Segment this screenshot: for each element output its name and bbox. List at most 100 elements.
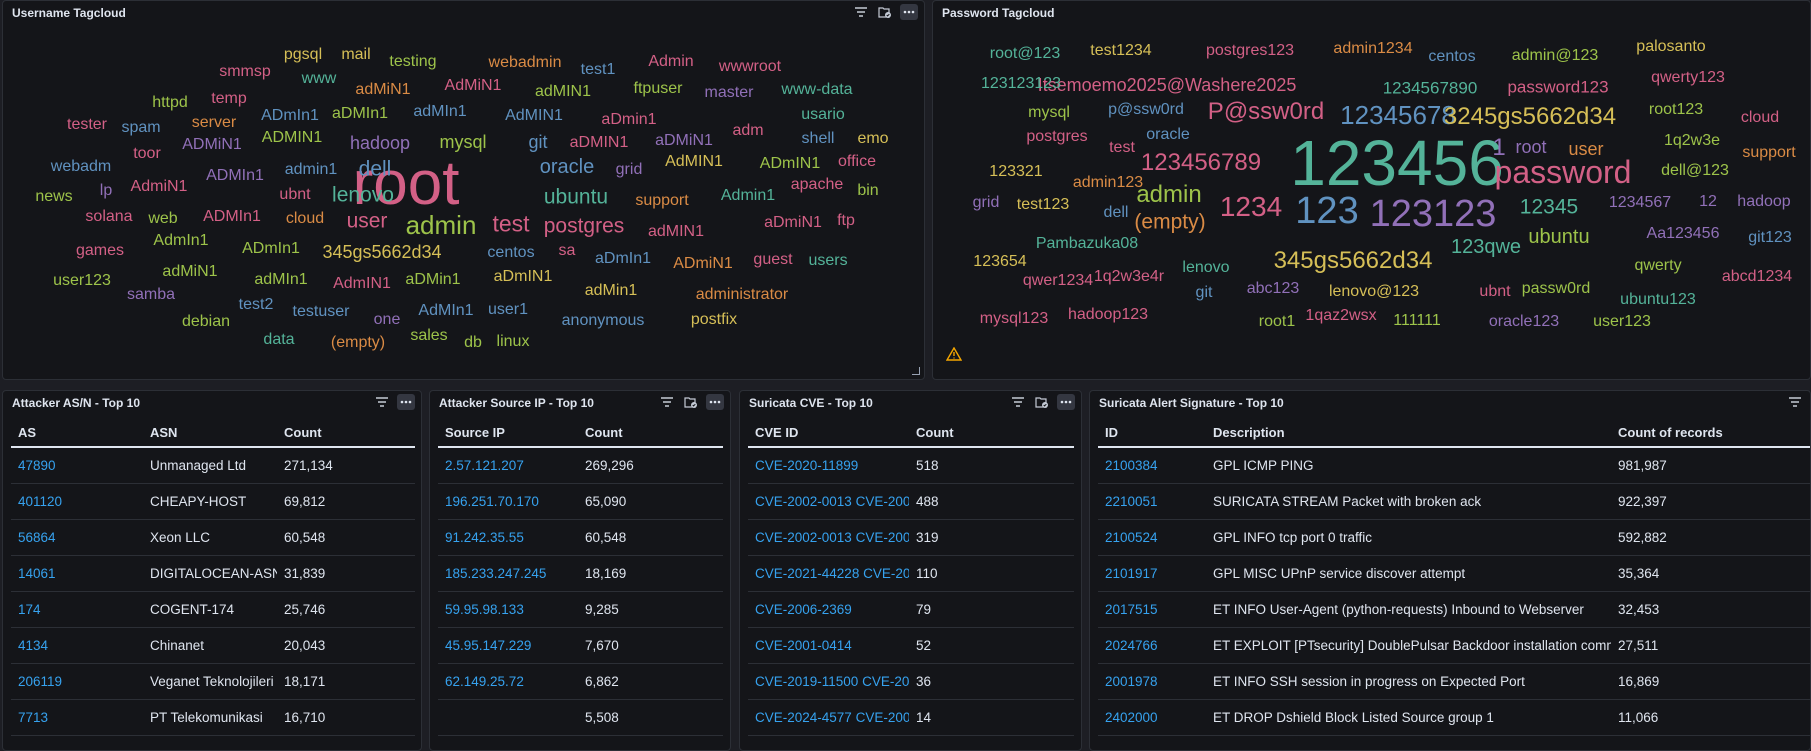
cloud-word[interactable]: ADmIN1 (759, 155, 821, 172)
cloud-word[interactable]: root1 (1258, 313, 1296, 330)
table-cell-link[interactable]: 91.242.35.55 (438, 519, 578, 556)
cloud-word[interactable]: office (838, 153, 876, 170)
column-header-as[interactable]: AS (11, 419, 143, 448)
cloud-word[interactable]: aDMIn1 (331, 105, 389, 122)
cloud-word[interactable]: git (1195, 284, 1213, 301)
cloud-word[interactable]: mysql123 (979, 310, 1049, 327)
cloud-word[interactable]: ftp (837, 212, 855, 229)
cloud-word[interactable]: AdMiN1 (444, 77, 502, 94)
table-cell-link[interactable]: 59.95.98.133 (438, 591, 578, 628)
cloud-word[interactable]: hadoop (1737, 193, 1791, 210)
inspect-icon[interactable] (1033, 394, 1051, 410)
cloud-word[interactable]: root@123 (989, 45, 1061, 62)
table-cell-link[interactable]: 206119 (11, 663, 143, 700)
cloud-word[interactable]: 1qaz2wsx (1305, 307, 1377, 324)
cloud-word[interactable]: aDMiN1 (655, 132, 713, 149)
cloud-word[interactable]: adMiN1 (162, 263, 218, 280)
cloud-word[interactable]: git123 (1748, 229, 1792, 246)
cloud-word[interactable]: ubnt (279, 186, 311, 203)
cloud-word[interactable]: 123123123 (980, 75, 1062, 92)
cloud-word[interactable]: (empty) (330, 334, 386, 351)
cloud-word[interactable]: samba (126, 286, 176, 303)
filter-icon[interactable] (1009, 394, 1027, 410)
cloud-word[interactable]: hadoop123 (1067, 306, 1149, 323)
cloud-word[interactable]: Admin1 (720, 187, 776, 204)
cloud-word[interactable]: 123456 (1290, 127, 1504, 199)
cloud-word[interactable]: smmsp (219, 63, 271, 80)
cloud-word[interactable]: 1234567890 (1382, 78, 1478, 98)
more-options-icon[interactable] (397, 394, 415, 410)
cloud-word[interactable]: test2 (238, 296, 274, 313)
cloud-word[interactable]: adMIN1 (534, 83, 592, 100)
cloud-word[interactable]: guest (753, 251, 793, 268)
cloud-word[interactable]: Admin (648, 53, 694, 70)
cloud-word[interactable]: grid (972, 194, 1000, 211)
cloud-word[interactable]: dell (358, 157, 392, 181)
table-cell-link[interactable]: 2100384 (1098, 447, 1206, 484)
cloud-word[interactable]: emo (857, 130, 889, 147)
table-cell-link[interactable]: 56864 (11, 519, 143, 556)
cloud-word[interactable]: user123 (1593, 313, 1651, 330)
inspect-icon[interactable] (876, 4, 894, 20)
cloud-word[interactable]: password123 (1507, 77, 1609, 97)
cloud-word[interactable]: git (528, 132, 548, 152)
table-cell-link[interactable]: 2017515 (1098, 591, 1206, 628)
cloud-word[interactable]: AdMIn1 (418, 302, 474, 319)
cloud-word[interactable]: ubuntu123 (1620, 291, 1696, 308)
table-cell-link[interactable]: CVE-2019-11500 CVE-2019-11500 (748, 663, 909, 700)
column-header-cve-id[interactable]: CVE ID (748, 419, 909, 448)
filter-icon[interactable] (658, 394, 676, 410)
cloud-word[interactable]: toor (133, 145, 161, 162)
warning-icon[interactable] (945, 346, 963, 366)
cloud-word[interactable]: webadmin (488, 54, 562, 71)
cloud-word[interactable]: aDMin1 (405, 271, 461, 288)
cloud-word[interactable]: webadm (50, 158, 112, 175)
cloud-word[interactable]: ubnt (1479, 283, 1511, 300)
cloud-word[interactable]: oracle123 (1488, 313, 1560, 330)
column-header-source-ip[interactable]: Source IP (438, 419, 578, 448)
cloud-word[interactable]: dell (1103, 204, 1129, 221)
table-cell-link[interactable]: 47890 (11, 447, 143, 484)
cloud-word[interactable]: 1q2w3e (1663, 132, 1721, 149)
cloud-word[interactable]: cloud (1740, 109, 1780, 126)
cloud-word[interactable]: postgres (543, 214, 625, 238)
column-header-description[interactable]: Description (1206, 419, 1611, 448)
cloud-word[interactable]: adMiN1 (355, 81, 411, 98)
cloud-word[interactable]: adMIn1 (254, 271, 308, 288)
cloud-word[interactable]: temp (211, 90, 247, 107)
cloud-word[interactable]: linux (496, 333, 530, 350)
cloud-word[interactable]: 1234 (1219, 191, 1283, 222)
cloud-word[interactable]: news (35, 188, 73, 205)
table-cell-link[interactable]: CVE-2020-11899 (748, 447, 909, 484)
cloud-word[interactable]: testuser (292, 303, 350, 320)
cloud-word[interactable]: Itsemoemo2025@Washere2025 (1037, 75, 1297, 95)
cloud-word[interactable]: mysql (439, 132, 487, 152)
cloud-word[interactable]: sales (410, 327, 448, 344)
cloud-word[interactable]: postgres (1026, 128, 1088, 145)
cloud-word[interactable]: postgres123 (1205, 42, 1295, 59)
table-cell-link[interactable] (438, 699, 578, 736)
cloud-word[interactable]: root123 (1648, 101, 1704, 118)
filter-icon[interactable] (1786, 394, 1804, 410)
cloud-word[interactable]: test (1109, 139, 1135, 156)
cloud-word[interactable]: master (704, 84, 754, 101)
cloud-word[interactable]: aDmiN1 (764, 214, 822, 231)
cloud-word[interactable]: ftpuser (633, 80, 683, 97)
cloud-word[interactable]: hadoop (349, 133, 411, 153)
cloud-word[interactable]: lenovo (332, 183, 394, 207)
cloud-word[interactable]: administrator (695, 286, 789, 303)
table-cell-link[interactable]: 401120 (11, 483, 143, 520)
column-header-count[interactable]: Count (909, 419, 1074, 448)
table-cell-link[interactable]: 2210051 (1098, 483, 1206, 520)
cloud-word[interactable]: admin1234 (1333, 40, 1413, 57)
cloud-word[interactable]: aDmIN1 (493, 268, 553, 285)
cloud-word[interactable]: spam (121, 119, 161, 136)
cloud-word[interactable]: admin@123 (1511, 47, 1599, 64)
column-header-count[interactable]: Count (578, 419, 723, 448)
table-cell-link[interactable]: CVE-2024-4577 CVE-2002-0953 (748, 699, 909, 736)
cloud-word[interactable]: AdMIN1 (665, 153, 723, 170)
cloud-word[interactable]: users (808, 252, 848, 269)
cloud-word[interactable]: solana (85, 208, 133, 225)
cloud-word[interactable]: www (301, 70, 337, 87)
table-cell-link[interactable]: 7713 (11, 699, 143, 736)
